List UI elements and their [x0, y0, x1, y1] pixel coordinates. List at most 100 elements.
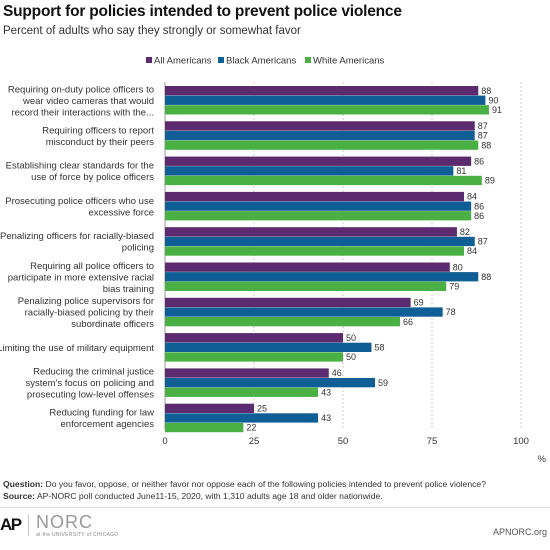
category-label-line: bias training [103, 284, 154, 295]
legend-label: White Americans [313, 56, 385, 67]
x-axis-unit: % [538, 454, 547, 465]
norc-logo-subtext: at the UNIVERSITY of CHICAGO [36, 532, 119, 538]
category-label: Penalizing officers for racially-biased p… [0, 231, 154, 254]
data-label: 46 [332, 368, 342, 378]
x-tick-label: 25 [249, 436, 260, 447]
x-tick-label: 100 [513, 436, 529, 447]
category-label-line: racially-biased policing by their [25, 308, 154, 319]
data-label: 80 [453, 262, 463, 272]
category-label: Requiring all police officers to particip… [8, 261, 154, 295]
category-label-line: wear video cameras that would [22, 96, 154, 107]
data-label: 59 [378, 378, 388, 388]
norc-logo-text: NORC [36, 512, 93, 532]
bar [165, 317, 400, 327]
category-label-line: policing [122, 243, 154, 254]
data-label: 87 [478, 121, 488, 131]
bar [165, 281, 447, 291]
x-tick-label: 0 [162, 436, 167, 447]
data-label: 88 [481, 86, 491, 96]
data-label: 88 [481, 140, 491, 150]
bar-chart: 0 25 50 75 100% All Americans Black Americans W… [0, 56, 547, 466]
footer-divider [0, 507, 550, 508]
bar [165, 368, 329, 378]
bar [165, 262, 450, 272]
category-label-line: Reducing funding for law [49, 408, 154, 419]
bar [165, 307, 443, 317]
bar [165, 211, 472, 221]
x-tick-label: 75 [427, 436, 438, 447]
ap-logo-text: AP [0, 515, 22, 534]
category-label-line: participate in more extensive racial [8, 272, 154, 283]
category-label-line: record their interactions with the... [11, 107, 154, 118]
category-label-line: Requiring all police officers to [30, 261, 154, 272]
bar [165, 413, 319, 423]
bar [165, 156, 472, 166]
bar [165, 175, 482, 186]
question-label: Question: [3, 479, 44, 489]
source-text: AP-NORC poll conducted June11-15, 2020, … [35, 491, 383, 501]
category-label-line: use of force by police officers [31, 172, 154, 183]
category-label-line: Establishing clear standards for the [6, 161, 154, 172]
bar [165, 86, 479, 96]
bar [165, 166, 454, 176]
data-label: 87 [478, 131, 488, 141]
category-label: Reducing the criminal justice system's fo… [25, 367, 154, 401]
bar [165, 246, 465, 256]
question-note: Question: Do you favor, oppose, or neith… [3, 478, 548, 490]
norc-logo: NORC at the UNIVERSITY of CHICAGO [36, 512, 146, 542]
bar [165, 333, 343, 343]
data-label: 86 [474, 201, 484, 211]
bar [165, 130, 475, 141]
bar [165, 227, 457, 237]
bar [165, 121, 475, 131]
source-note: Source: AP-NORC poll conducted June11-15… [3, 490, 548, 502]
data-label: 84 [467, 192, 477, 202]
category-label: Establishing clear standards for the use … [6, 161, 155, 184]
bar [165, 297, 411, 308]
category-label-line: misconduct by their peers [46, 137, 154, 148]
ap-logo: AP [0, 514, 22, 536]
data-label: 66 [403, 317, 413, 327]
data-label: 86 [474, 156, 484, 166]
category-label: Reducing funding for law enforcement agen… [49, 408, 154, 431]
category-label-line: Requiring on-duty police officers to [8, 84, 154, 95]
chart-subtitle: Percent of adults who say they strongly … [3, 25, 301, 37]
logo-divider [28, 514, 29, 536]
category-label-line: Requiring officers to report [42, 125, 154, 136]
question-text: Do you favor, oppose, or neither favor n… [43, 479, 486, 489]
category-label: Limiting the use of military equipment [0, 343, 154, 354]
bar [165, 272, 479, 282]
bar [165, 191, 465, 202]
footnote: Question: Do you favor, oppose, or neith… [3, 478, 548, 502]
bar [165, 403, 254, 413]
category-label-line: excessive force [89, 207, 154, 218]
bar [165, 236, 475, 247]
category-label: Penalizing police supervisors for raciall… [18, 296, 154, 330]
data-label: 87 [478, 237, 488, 247]
legend-swatch [218, 57, 224, 63]
bar [165, 105, 489, 115]
bar [165, 201, 472, 211]
legend-swatch [146, 57, 152, 63]
data-label: 22 [246, 423, 256, 433]
bar [165, 140, 479, 150]
data-label: 43 [321, 387, 331, 397]
legend-swatch [305, 57, 311, 63]
category-label-line: Reducing the criminal justice [33, 367, 154, 378]
category-label: Requiring on-duty police officers to wear… [8, 84, 154, 118]
category-label-line: Penalizing police supervisors for [18, 296, 154, 307]
site-link[interactable]: APNORC.org [492, 527, 547, 537]
data-label: 82 [460, 227, 470, 237]
data-label: 88 [481, 272, 491, 282]
category-label-line: prosecuting low-level offenses [27, 390, 154, 401]
category-label-line: Limiting the use of military equipment [0, 343, 154, 354]
data-label: 69 [414, 298, 424, 308]
category-label-line: subordinate officers [71, 319, 154, 330]
bar [165, 352, 343, 362]
data-label: 58 [374, 343, 384, 353]
data-label: 79 [449, 282, 459, 292]
data-label: 50 [346, 333, 356, 343]
bar [165, 422, 244, 433]
bar [165, 95, 486, 105]
data-label: 43 [321, 413, 331, 423]
